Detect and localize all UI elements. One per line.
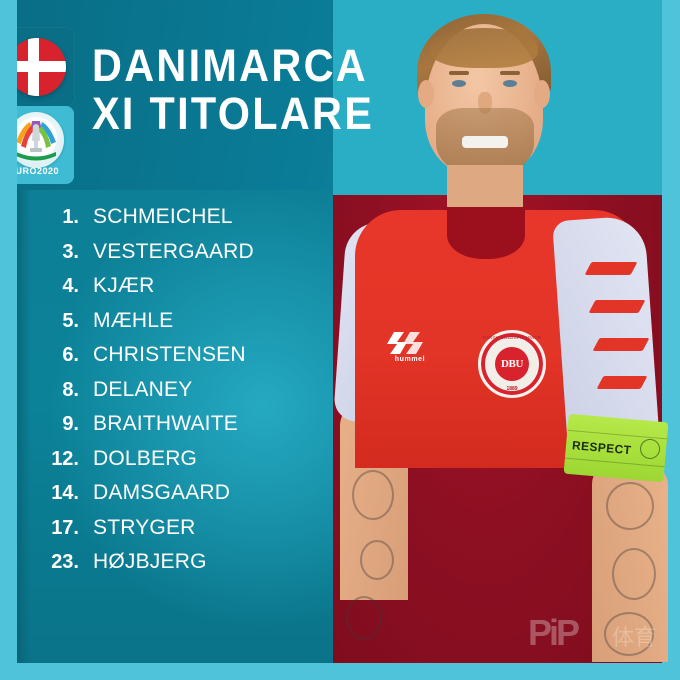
player-eye-right xyxy=(503,80,517,87)
title-line-country: DANIMARCA xyxy=(92,40,368,91)
jersey-chevron-icon xyxy=(592,338,650,351)
player-name: BRAITHWAITE xyxy=(93,412,238,435)
player-eyebrow-left xyxy=(449,71,469,75)
jersey-chevron-icon xyxy=(588,300,646,313)
player-name: VESTERGAARD xyxy=(93,239,254,263)
title-line-subtitle: XI TITOLARE xyxy=(92,88,375,139)
player-number: 5. xyxy=(62,309,79,332)
player-ear-left xyxy=(418,80,434,108)
list-item: 1. SCHMEICHEL xyxy=(17,205,333,240)
player-number: 4. xyxy=(62,275,79,297)
watermark-logo: PiP xyxy=(528,612,580,653)
player-name: SCHMEICHEL xyxy=(93,205,233,228)
player-eyebrow-right xyxy=(500,71,520,75)
player-ear-right xyxy=(534,80,550,108)
player-name: DAMSGAARD xyxy=(93,481,231,504)
player-mouth xyxy=(462,136,508,148)
player-number: 17. xyxy=(51,516,79,539)
tattoo-mark xyxy=(360,540,394,580)
player-name: MÆHLE xyxy=(93,308,174,332)
tattoo-mark xyxy=(612,548,656,600)
jersey-chevron-icon xyxy=(584,262,638,275)
crest-initials: DBU xyxy=(495,347,529,381)
player-name: DOLBERG xyxy=(93,446,198,470)
hummel-chevrons-icon xyxy=(387,332,423,354)
euro2020-logo-icon: UEFA xyxy=(8,112,64,168)
player-number: 12. xyxy=(51,447,79,470)
hummel-logo-icon: hummel xyxy=(384,330,436,368)
player-name: STRYGER xyxy=(93,515,196,539)
player-number: 8. xyxy=(62,378,79,401)
list-item: 23. HØJBJERG xyxy=(17,550,333,585)
player-number: 9. xyxy=(62,413,79,435)
captain-armband: RESPECT xyxy=(563,413,669,483)
jersey-collar xyxy=(447,207,525,259)
page-title: DANIMARCA XI TITOLARE xyxy=(92,42,512,138)
uefa-mini-label: UEFA xyxy=(40,164,56,168)
player-number: 1. xyxy=(62,206,79,228)
jersey-chevron-icon xyxy=(596,376,648,389)
player-number: 3. xyxy=(62,240,79,263)
panel-edge-shade xyxy=(17,190,31,663)
player-hair-fringe xyxy=(430,28,538,68)
list-item: 8. DELANEY xyxy=(17,378,333,413)
list-item: 9. BRAITHWAITE xyxy=(17,412,333,447)
list-item: 14. DAMSGAARD xyxy=(17,481,333,516)
player-number: 14. xyxy=(51,482,79,504)
list-item: 3. VESTERGAARD xyxy=(17,240,333,275)
tattoo-mark xyxy=(346,596,382,640)
player-name: DELANEY xyxy=(93,377,193,401)
roster-panel xyxy=(17,190,333,663)
dbu-crest-icon: DANSK BOLDSPIL-UNION DBU 1889 xyxy=(478,330,546,398)
crest-ring-label: DANSK BOLDSPIL-UNION xyxy=(482,335,542,340)
tattoo-mark xyxy=(352,470,394,520)
list-item: 6. CHRISTENSEN xyxy=(17,343,333,378)
player-number: 23. xyxy=(51,551,79,573)
list-item: 12. DOLBERG xyxy=(17,447,333,482)
crest-year: 1889 xyxy=(506,386,518,392)
list-item: 17. STRYGER xyxy=(17,516,333,551)
player-name: CHRISTENSEN xyxy=(93,343,246,366)
player-name: KJÆR xyxy=(93,274,155,297)
hummel-wordmark: hummel xyxy=(394,356,426,363)
tattoo-mark xyxy=(604,612,654,656)
list-item: 5. MÆHLE xyxy=(17,309,333,344)
armband-label: RESPECT xyxy=(571,438,632,458)
frame-bottom xyxy=(0,663,680,680)
watermark-cjk: 体育 xyxy=(612,625,657,650)
player-eye-left xyxy=(452,80,466,87)
list-item: 4. KJÆR xyxy=(17,274,333,309)
denmark-flag-icon xyxy=(8,38,66,96)
player-number: 6. xyxy=(62,344,79,366)
tattoo-mark xyxy=(606,482,654,530)
uefa-mark-icon xyxy=(639,438,661,460)
euro2020-label: EURO2020 xyxy=(8,166,60,176)
roster-list: 1. SCHMEICHEL 3. VESTERGAARD 4. KJÆR 5. … xyxy=(17,205,333,585)
frame-left xyxy=(0,0,17,680)
player-name: HØJBJERG xyxy=(93,550,207,573)
